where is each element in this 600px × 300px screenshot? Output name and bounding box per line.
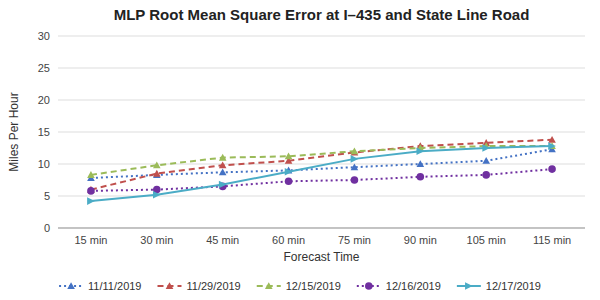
legend-item: 12/16/2019	[357, 280, 441, 292]
grid-line	[58, 100, 585, 101]
y-tick-label: 15	[38, 126, 50, 138]
grid-line	[58, 132, 585, 133]
data-point	[417, 173, 425, 181]
legend-marker	[67, 282, 75, 289]
y-tick-label: 30	[38, 30, 50, 42]
series-line	[91, 146, 552, 201]
data-point	[285, 153, 293, 160]
data-point	[153, 191, 161, 199]
data-point	[482, 157, 490, 164]
plot-area	[87, 136, 556, 205]
y-axis-label: Miles Per Hour	[7, 92, 21, 171]
data-point	[351, 176, 359, 184]
series-line	[91, 169, 552, 191]
data-point	[153, 170, 161, 177]
data-point	[219, 161, 227, 168]
data-point	[153, 161, 161, 168]
legend-label: 11/29/2019	[186, 280, 240, 292]
series	[87, 165, 556, 194]
legend-marker	[166, 282, 174, 289]
legend-label: 12/16/2019	[386, 280, 441, 292]
y-tick-label: 25	[38, 62, 50, 74]
x-tick-label: 105 min	[467, 234, 506, 246]
x-tick-label: 115 min	[533, 234, 571, 246]
x-tick-label: 75 min	[338, 234, 371, 246]
legend-label: 11/11/2019	[88, 280, 141, 292]
data-point	[417, 147, 425, 155]
grid-line	[58, 228, 585, 229]
y-axis: 0 5 10 15 20 25 30	[38, 30, 585, 234]
data-point	[87, 197, 95, 205]
legend-item: 11/11/2019	[59, 280, 141, 292]
y-tick-label: 5	[44, 190, 50, 202]
data-point	[482, 171, 490, 179]
y-tick-label: 20	[38, 94, 50, 106]
x-axis-line	[58, 228, 585, 229]
x-tick-label: 15 min	[74, 234, 107, 246]
x-axis-label: Forecast Time	[283, 250, 359, 264]
legend-marker	[365, 282, 373, 290]
chart: 0 5 10 15 20 25 30 15 min 30 min 45 min 60 min 75 m…	[0, 0, 600, 300]
legend-marker	[465, 282, 473, 290]
legend-item: 12/17/2019	[457, 280, 541, 292]
x-tick-label: 30 min	[140, 234, 173, 246]
x-tick-label: 60 min	[272, 234, 305, 246]
data-point	[351, 163, 359, 170]
data-point	[219, 169, 227, 176]
grid-line	[58, 36, 585, 37]
legend-item: 12/15/2019	[257, 280, 341, 292]
series	[87, 136, 556, 193]
data-point	[87, 187, 95, 195]
legend-label: 12/15/2019	[286, 280, 341, 292]
data-point	[219, 181, 227, 189]
data-point	[285, 177, 293, 185]
x-axis: 15 min 30 min 45 min 60 min 75 min 90 min 105 …	[58, 228, 585, 246]
grid-line	[58, 68, 585, 69]
legend-label: 12/17/2019	[486, 280, 541, 292]
data-point	[219, 154, 227, 161]
data-point	[548, 165, 556, 173]
x-tick-label: 45 min	[206, 234, 239, 246]
data-point	[417, 160, 425, 167]
series	[87, 142, 556, 178]
x-tick-label: 90 min	[404, 234, 437, 246]
data-point	[351, 147, 359, 154]
legend-item: 11/29/2019	[157, 280, 240, 292]
data-point	[482, 144, 490, 152]
y-tick-label: 0	[44, 222, 50, 234]
series	[87, 142, 556, 205]
data-point	[548, 142, 556, 150]
chart-container: 0 5 10 15 20 25 30 15 min 30 min 45 min 60 min 75 m…	[0, 0, 600, 300]
data-point	[548, 142, 556, 149]
data-point	[87, 171, 95, 178]
legend-marker	[265, 282, 273, 289]
data-point	[285, 168, 293, 176]
title: MLP Root Mean Square Error at I–435 and …	[114, 6, 530, 23]
y-tick-label: 10	[38, 158, 50, 170]
data-point	[548, 136, 556, 143]
series	[87, 145, 556, 181]
data-point	[351, 155, 359, 163]
legend: 11/11/2019 11/29/2019 12/15/2019 12/16/2019…	[59, 280, 541, 292]
